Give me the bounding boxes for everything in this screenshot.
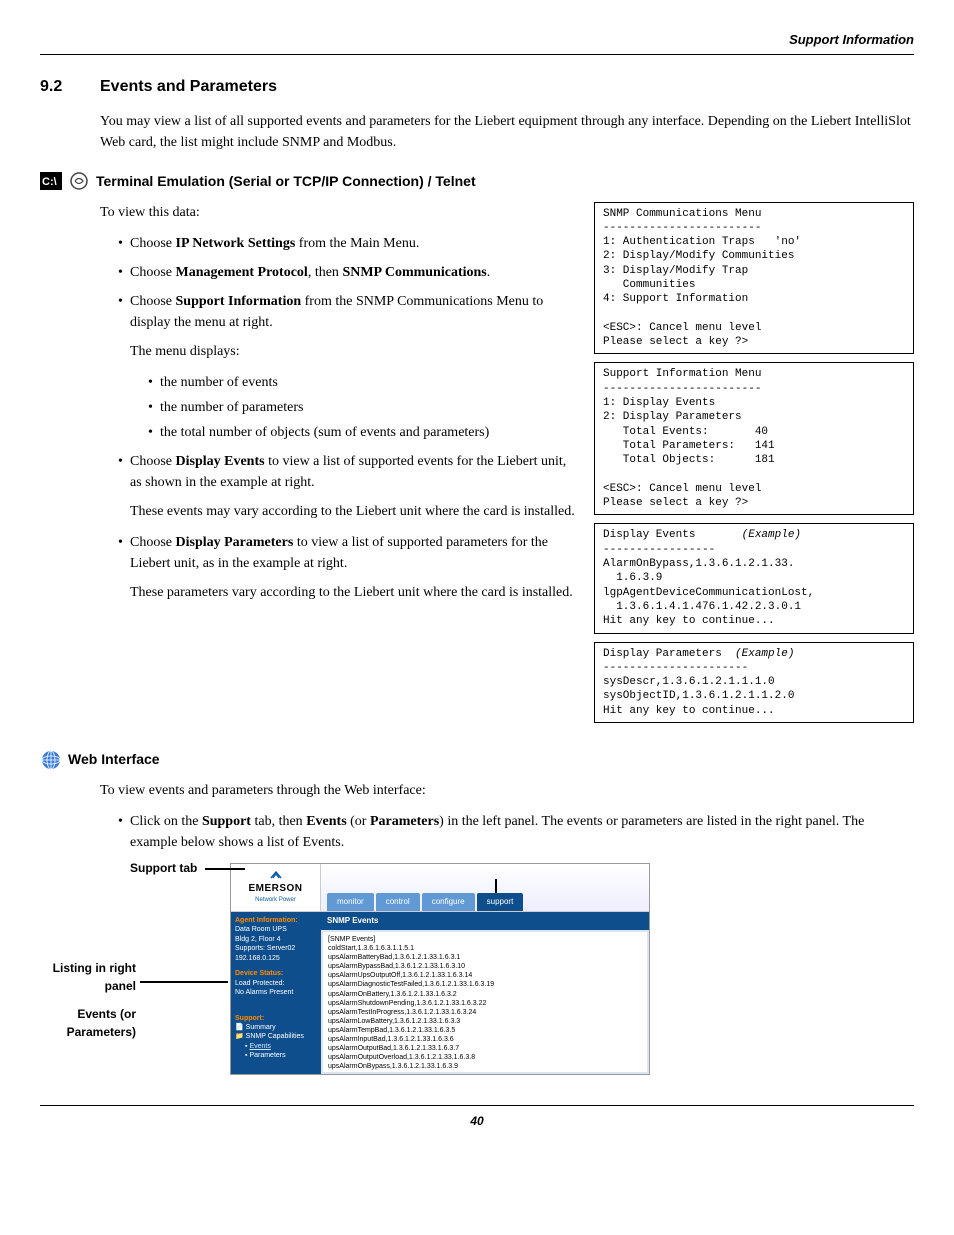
callout-line-icon	[140, 981, 228, 983]
display-events-box: Display Events (Example) ---------------…	[594, 523, 914, 633]
bullet-support-info: Choose Support Information from the SNMP…	[118, 291, 580, 333]
nav-events[interactable]: ▪ Events	[235, 1042, 317, 1051]
sub-bullet-events: the number of events	[148, 372, 580, 393]
ui-sidebar: Agent Information: Data Room UPS Bldg 2,…	[231, 912, 321, 1074]
events-vary-text: These events may vary according to the L…	[130, 501, 580, 522]
sub-bullet-params: the number of parameters	[148, 397, 580, 418]
bullet-display-params: Choose Display Parameters to view a list…	[118, 532, 580, 574]
web-heading-row: Web Interface	[40, 749, 914, 770]
section-number: 9.2	[40, 75, 100, 99]
params-vary-text: These parameters vary according to the L…	[130, 582, 580, 603]
menu-displays-text: The menu displays:	[130, 341, 580, 362]
web-heading: Web Interface	[68, 749, 160, 770]
globe-icon	[40, 750, 62, 770]
section-heading: 9.2 Events and Parameters	[40, 75, 914, 99]
bullet-web-support-tab: Click on the Support tab, then Events (o…	[118, 811, 914, 853]
nav-snmp[interactable]: 📁 SNMP Capabilities	[235, 1032, 317, 1041]
web-intro: To view events and parameters through th…	[100, 780, 914, 801]
serial-icon	[68, 171, 90, 191]
bullet-display-events: Choose Display Events to view a list of …	[118, 451, 580, 493]
tab-configure[interactable]: configure	[422, 893, 475, 911]
tab-monitor[interactable]: monitor	[327, 893, 374, 911]
ui-main-body: [SNMP Events]coldStart,1.3.6.1.6.3.1.1.5…	[323, 932, 647, 1072]
intro-paragraph: You may view a list of all supported eve…	[100, 111, 914, 153]
bullet-ip-network: Choose IP Network Settings from the Main…	[118, 233, 580, 254]
terminal-heading-row: C:\ Terminal Emulation (Serial or TCP/IP…	[40, 171, 914, 192]
terminal-heading: Terminal Emulation (Serial or TCP/IP Con…	[96, 171, 476, 192]
nav-parameters[interactable]: ▪ Parameters	[235, 1051, 317, 1060]
bullet-mgmt-protocol: Choose Management Protocol, then SNMP Co…	[118, 262, 580, 283]
label-listing: Listing in right panel Events (or Parame…	[36, 959, 136, 1041]
sub-bullet-objects: the total number of objects (sum of even…	[148, 422, 580, 443]
label-support-tab: Support tab	[130, 859, 245, 877]
snmp-menu-box: SNMP Communications Menu ---------------…	[594, 202, 914, 355]
nav-summary[interactable]: 📄 Summary	[235, 1023, 317, 1032]
ui-main-heading: SNMP Events	[321, 912, 649, 930]
section-title: Events and Parameters	[100, 75, 277, 99]
support-info-box: Support Information Menu ---------------…	[594, 362, 914, 515]
screenshot-area: Support tab Listing in right panel Event…	[150, 863, 914, 1075]
page-number: 40	[40, 1105, 914, 1130]
tab-control[interactable]: control	[376, 893, 420, 911]
display-params-box: Display Parameters (Example) -----------…	[594, 642, 914, 723]
ui-tabs: monitor control configure support	[321, 864, 649, 912]
callout-support-line	[495, 879, 497, 893]
svg-text:C:\: C:\	[42, 176, 57, 188]
tab-support[interactable]: support	[477, 893, 524, 911]
ui-mock: EMERSON Network Power monitor control co…	[230, 863, 650, 1075]
to-view-text: To view this data:	[100, 202, 580, 223]
page-header: Support Information	[40, 30, 914, 55]
cmd-icon: C:\	[40, 171, 62, 191]
